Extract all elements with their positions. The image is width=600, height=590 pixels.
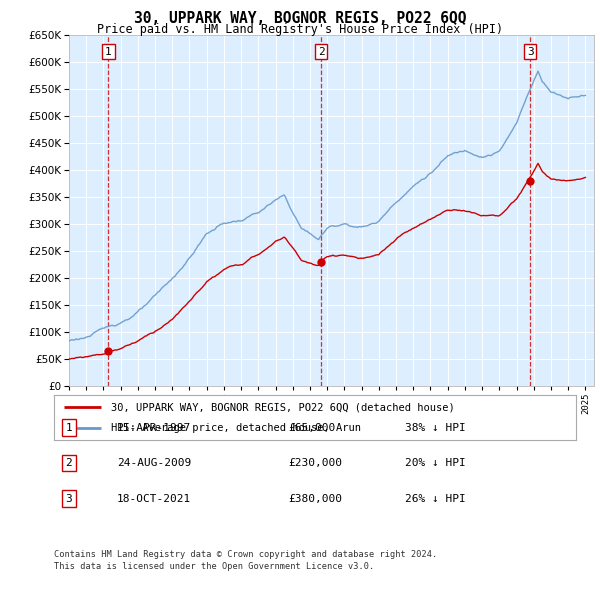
Text: Contains HM Land Registry data © Crown copyright and database right 2024.: Contains HM Land Registry data © Crown c… — [54, 550, 437, 559]
Text: 3: 3 — [65, 494, 73, 503]
Text: 26% ↓ HPI: 26% ↓ HPI — [405, 494, 466, 503]
Text: 2: 2 — [318, 47, 325, 57]
Text: £380,000: £380,000 — [288, 494, 342, 503]
Text: £65,000: £65,000 — [288, 423, 335, 432]
Text: 30, UPPARK WAY, BOGNOR REGIS, PO22 6QQ (detached house): 30, UPPARK WAY, BOGNOR REGIS, PO22 6QQ (… — [112, 402, 455, 412]
Text: HPI: Average price, detached house, Arun: HPI: Average price, detached house, Arun — [112, 422, 361, 432]
Text: 20% ↓ HPI: 20% ↓ HPI — [405, 458, 466, 468]
Text: 1: 1 — [105, 47, 112, 57]
Text: This data is licensed under the Open Government Licence v3.0.: This data is licensed under the Open Gov… — [54, 562, 374, 571]
Text: 18-OCT-2021: 18-OCT-2021 — [117, 494, 191, 503]
Text: 38% ↓ HPI: 38% ↓ HPI — [405, 423, 466, 432]
Text: 1: 1 — [65, 423, 73, 432]
Text: Price paid vs. HM Land Registry's House Price Index (HPI): Price paid vs. HM Land Registry's House … — [97, 23, 503, 36]
Text: 3: 3 — [527, 47, 533, 57]
Text: 2: 2 — [65, 458, 73, 468]
Text: 24-AUG-2009: 24-AUG-2009 — [117, 458, 191, 468]
Text: £230,000: £230,000 — [288, 458, 342, 468]
Text: 30, UPPARK WAY, BOGNOR REGIS, PO22 6QQ: 30, UPPARK WAY, BOGNOR REGIS, PO22 6QQ — [134, 11, 466, 27]
Text: 15-APR-1997: 15-APR-1997 — [117, 423, 191, 432]
